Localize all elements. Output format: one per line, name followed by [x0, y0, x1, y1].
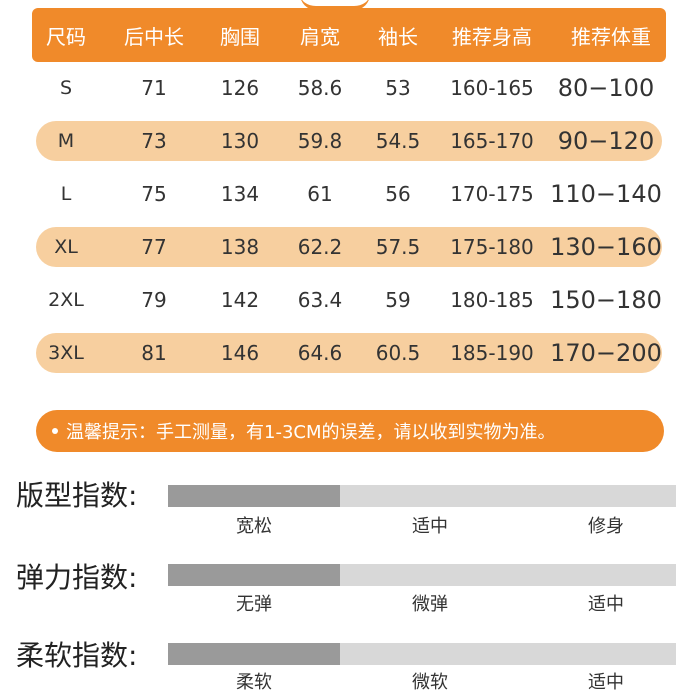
index-bar: [168, 485, 676, 507]
cell-sleeve: 53: [385, 76, 411, 100]
cell-sleeve: 59: [385, 288, 411, 312]
cell-weight: 110−140: [550, 180, 662, 208]
cell-chest: 134: [220, 182, 260, 206]
measurement-tip: 温馨提示：手工测量，有1-3CM的误差，请以收到实物为准。: [36, 410, 664, 452]
index-label: 柔软指数:: [16, 639, 138, 672]
cell-shoulder: 59.8: [297, 129, 343, 153]
index-bar-fill: [168, 564, 340, 586]
index-tick-label: 宽松: [236, 516, 272, 537]
index-tick-label: 柔软: [236, 672, 272, 693]
index-bar: [168, 564, 676, 586]
cell-height: 185-190: [450, 341, 534, 365]
index-tick-label: 适中: [588, 672, 624, 693]
cell-chest: 138: [220, 235, 260, 259]
index-bar-fill: [168, 485, 340, 507]
table-row: XL 77 138 62.2 57.5 175-180 130−160: [36, 227, 662, 267]
table-row: 2XL 79 142 63.4 59 180-185 150−180: [36, 280, 662, 320]
cell-sleeve: 57.5: [375, 235, 421, 259]
header-size: 尺码: [46, 24, 86, 49]
table-header-row: 尺码 后中长 胸围 肩宽 袖长 推荐身高 推荐体重: [32, 8, 666, 62]
header-weight: 推荐体重: [571, 24, 651, 49]
cell-back-length: 79: [141, 288, 167, 312]
header-chest: 胸围: [220, 24, 260, 49]
bullet-icon: [52, 428, 58, 434]
cell-height: 180-185: [450, 288, 534, 312]
cell-sleeve: 56: [385, 182, 411, 206]
cell-size: S: [59, 77, 73, 99]
table-row: 3XL 81 146 64.6 60.5 185-190 170−200: [36, 333, 662, 373]
index-tick-label: 适中: [588, 594, 624, 615]
cell-height: 165-170: [450, 129, 534, 153]
cell-height: 175-180: [450, 235, 534, 259]
index-label: 版型指数:: [16, 479, 138, 512]
cell-back-length: 71: [141, 76, 167, 100]
header-sleeve: 袖长: [378, 24, 418, 49]
header-height: 推荐身高: [452, 24, 532, 49]
header-shoulder: 肩宽: [300, 24, 340, 49]
cell-weight: 150−180: [550, 286, 662, 314]
cell-chest: 130: [220, 129, 260, 153]
index-tick-label: 微软: [412, 672, 448, 693]
cell-size: XL: [54, 236, 78, 258]
cell-weight: 80−100: [557, 74, 655, 102]
cell-chest: 126: [220, 76, 260, 100]
cell-size: L: [60, 183, 72, 205]
table-row: S 71 126 58.6 53 160-165 80−100: [36, 68, 662, 108]
cell-weight: 90−120: [557, 127, 655, 155]
cell-shoulder: 64.6: [297, 341, 343, 365]
cell-height: 160-165: [450, 76, 534, 100]
index-tick-label: 微弹: [412, 594, 448, 615]
table-row: M 73 130 59.8 54.5 165-170 90−120: [36, 121, 662, 161]
cell-back-length: 73: [141, 129, 167, 153]
cell-sleeve: 54.5: [375, 129, 421, 153]
index-tick-label: 无弹: [236, 594, 272, 615]
cell-chest: 146: [220, 341, 260, 365]
cell-shoulder: 58.6: [297, 76, 343, 100]
index-label: 弹力指数:: [16, 561, 138, 594]
cell-weight: 170−200: [550, 339, 662, 367]
index-tick-label: 修身: [588, 516, 624, 537]
cell-shoulder: 63.4: [297, 288, 343, 312]
cell-shoulder: 61: [307, 182, 333, 206]
cell-size: M: [57, 130, 75, 152]
table-row: L 75 134 61 56 170-175 110−140: [36, 174, 662, 214]
cell-weight: 130−160: [550, 233, 662, 261]
cell-shoulder: 62.2: [297, 235, 343, 259]
cell-size: 3XL: [48, 342, 84, 364]
index-bar: [168, 643, 676, 665]
tip-text: 温馨提示：手工测量，有1-3CM的误差，请以收到实物为准。: [66, 422, 556, 443]
cell-height: 170-175: [450, 182, 534, 206]
index-tick-label: 适中: [412, 516, 448, 537]
header-back-length: 后中长: [124, 24, 184, 49]
cell-sleeve: 60.5: [375, 341, 421, 365]
cell-chest: 142: [220, 288, 260, 312]
cell-back-length: 75: [141, 182, 167, 206]
cell-size: 2XL: [48, 289, 84, 311]
cell-back-length: 81: [141, 341, 167, 365]
cell-back-length: 77: [141, 235, 167, 259]
index-bar-fill: [168, 643, 340, 665]
